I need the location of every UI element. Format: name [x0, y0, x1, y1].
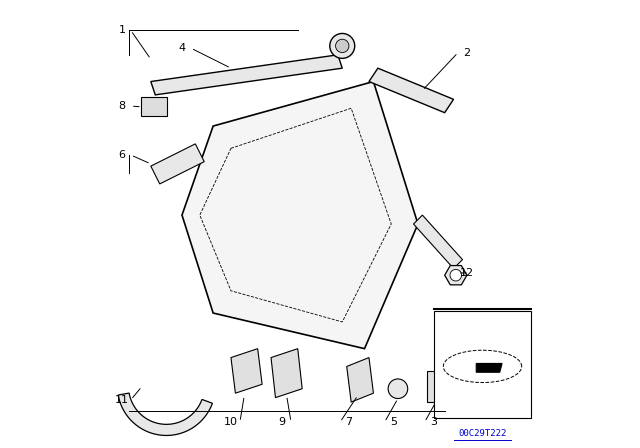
Circle shape — [335, 39, 349, 52]
Text: 2: 2 — [463, 47, 470, 58]
Polygon shape — [118, 393, 212, 435]
Text: 12: 12 — [460, 268, 474, 278]
Text: 6: 6 — [118, 150, 125, 160]
Text: 8: 8 — [118, 101, 125, 111]
Polygon shape — [231, 349, 262, 393]
FancyBboxPatch shape — [141, 97, 167, 116]
Bar — [433, 311, 531, 418]
Polygon shape — [151, 144, 204, 184]
Polygon shape — [445, 266, 467, 285]
Text: 00C29T222: 00C29T222 — [458, 429, 507, 438]
Polygon shape — [182, 82, 418, 349]
Circle shape — [450, 269, 461, 281]
Polygon shape — [369, 68, 454, 113]
Text: 7: 7 — [346, 417, 353, 427]
Text: 9: 9 — [278, 417, 285, 427]
Text: 1: 1 — [118, 26, 125, 35]
Text: 10: 10 — [224, 417, 238, 427]
Polygon shape — [347, 358, 373, 402]
Polygon shape — [271, 349, 302, 398]
Text: 3: 3 — [430, 417, 437, 427]
Polygon shape — [427, 371, 445, 402]
Text: 11: 11 — [115, 395, 129, 405]
Circle shape — [388, 379, 408, 399]
Polygon shape — [476, 363, 502, 372]
Text: 4: 4 — [179, 43, 186, 53]
Circle shape — [330, 34, 355, 58]
Polygon shape — [413, 215, 463, 268]
Text: 5: 5 — [390, 417, 397, 427]
Polygon shape — [151, 55, 342, 95]
